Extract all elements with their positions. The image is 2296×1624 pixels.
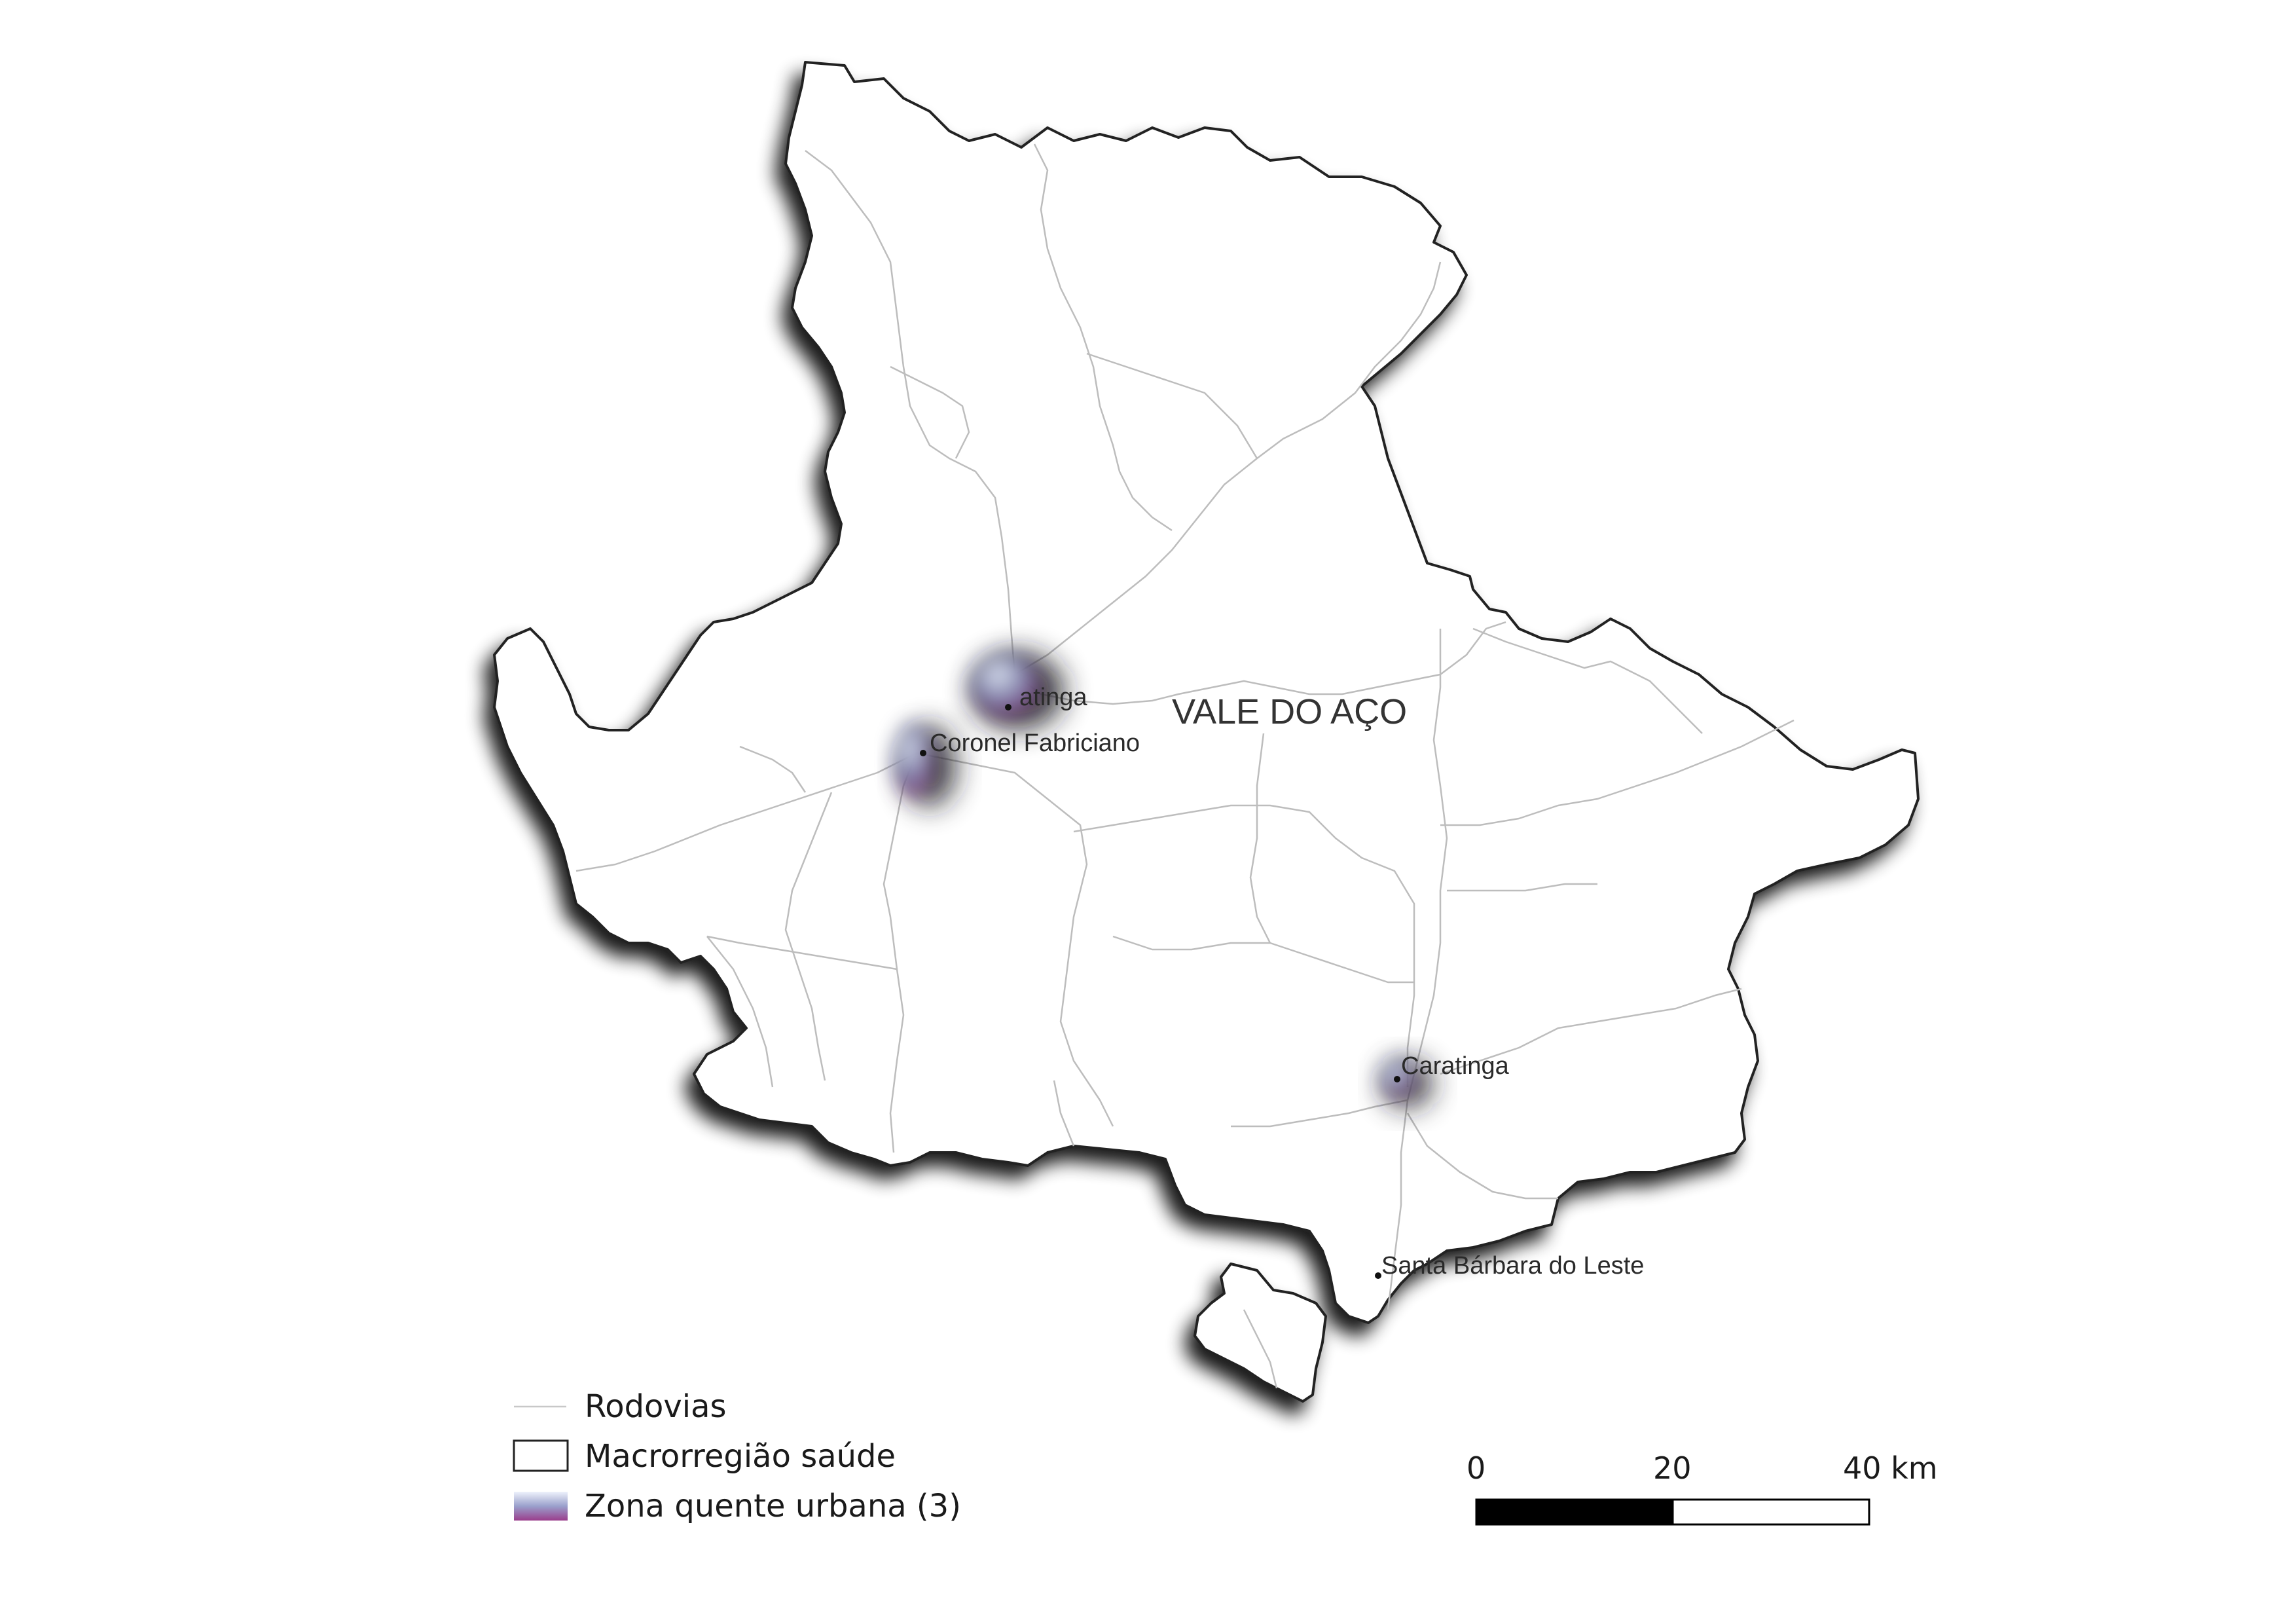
scale-bar-black-segment: [1475, 1498, 1674, 1526]
place-label-santa-barbara-do-leste: Santa Bárbara do Leste: [1381, 1252, 1644, 1280]
legend-macro-region-swatch: [513, 1439, 569, 1472]
scale-label-0: 0: [1467, 1450, 1485, 1486]
macro-region-polygon: [493, 61, 1920, 1403]
hot-zone-coronel-fabriciano: [894, 724, 956, 807]
legend-hot-zone-swatch: [514, 1492, 568, 1521]
city-point-caratinga: [1394, 1076, 1400, 1082]
place-label-coronel-fabriciano: Coronel Fabriciano: [930, 729, 1140, 757]
scale-bar: 0 20 40 km: [1467, 1450, 1938, 1526]
hot-zone-ipatinga: [971, 653, 1064, 729]
city-point-coronel-fabriciano: [920, 750, 926, 756]
region-label: VALE DO AÇO: [1172, 692, 1407, 731]
place-label-ipatinga: atinga: [1019, 684, 1087, 711]
scale-bar-white-segment: [1671, 1498, 1870, 1526]
roads-layer: [575, 143, 1795, 1389]
legend-roads-label: Rodovias: [585, 1388, 727, 1425]
city-point-santa-barbara: [1375, 1272, 1381, 1279]
scale-label-40: 40 km: [1843, 1450, 1938, 1486]
legend: Rodovias Macrorregião saúde Zona quente …: [513, 1388, 961, 1524]
place-label-caratinga: Caratinga: [1401, 1052, 1510, 1080]
city-point-ipatinga: [1005, 704, 1011, 710]
legend-macro-region-label: Macrorregião saúde: [585, 1438, 896, 1475]
legend-hot-zone-label: Zona quente urbana (3): [585, 1488, 961, 1524]
scale-label-20: 20: [1653, 1450, 1692, 1486]
